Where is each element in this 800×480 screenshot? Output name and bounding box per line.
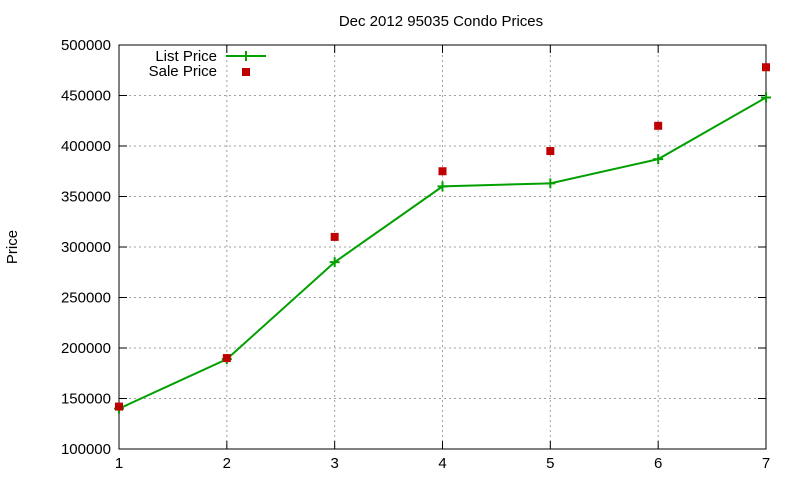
legend: List Price Sale Price: [149, 48, 266, 80]
data-point-sale-price: [546, 147, 555, 156]
x-tick-labels: 1 2 3 4 5 6 7: [115, 455, 770, 472]
x-tick-label: 6: [654, 455, 662, 472]
data-point-sale-price: [330, 232, 339, 241]
series-layer: [114, 63, 771, 414]
data-point-list-price: [545, 178, 556, 189]
legend-label-list-price: List Price: [155, 48, 217, 65]
x-tick-label: 5: [546, 455, 554, 472]
data-point-sale-price: [762, 63, 770, 72]
data-point-list-price: [761, 92, 771, 103]
y-tick-label: 200000: [61, 340, 111, 357]
data-point-list-price: [653, 154, 664, 165]
data-point-sale-price: [654, 121, 663, 130]
y-tick-label: 300000: [61, 239, 111, 256]
x-tick-label: 7: [762, 455, 770, 472]
y-axis-label: Price: [4, 230, 21, 264]
y-tick-label: 450000: [61, 88, 111, 105]
legend-marker-sale-price: [242, 68, 250, 76]
x-tick-label: 3: [330, 455, 338, 472]
plot-frame: [118, 44, 767, 450]
y-tick-label: 150000: [61, 391, 111, 408]
x-tick-label: 2: [223, 455, 231, 472]
y-tick-label: 400000: [61, 138, 111, 155]
legend-marker-list-price: [241, 51, 251, 61]
data-point-list-price: [329, 257, 340, 268]
y-tick-label: 100000: [61, 441, 111, 458]
data-point-list-price: [437, 181, 448, 192]
x-tick-label: 4: [438, 455, 446, 472]
chart-title: Dec 2012 95035 Condo Prices: [339, 13, 543, 30]
x-tick-label: 1: [115, 455, 123, 472]
y-tick-labels: 100000 150000 200000 250000 300000 350000 4000…: [61, 37, 111, 458]
data-point-sale-price: [222, 354, 231, 363]
y-tick-label: 500000: [61, 37, 111, 54]
data-point-sale-price: [438, 167, 447, 176]
y-tick-label: 350000: [61, 189, 111, 206]
y-tick-label: 250000: [61, 290, 111, 307]
data-point-sale-price: [115, 402, 123, 411]
legend-label-sale-price: Sale Price: [149, 63, 217, 80]
grid-layer: [118, 44, 767, 450]
